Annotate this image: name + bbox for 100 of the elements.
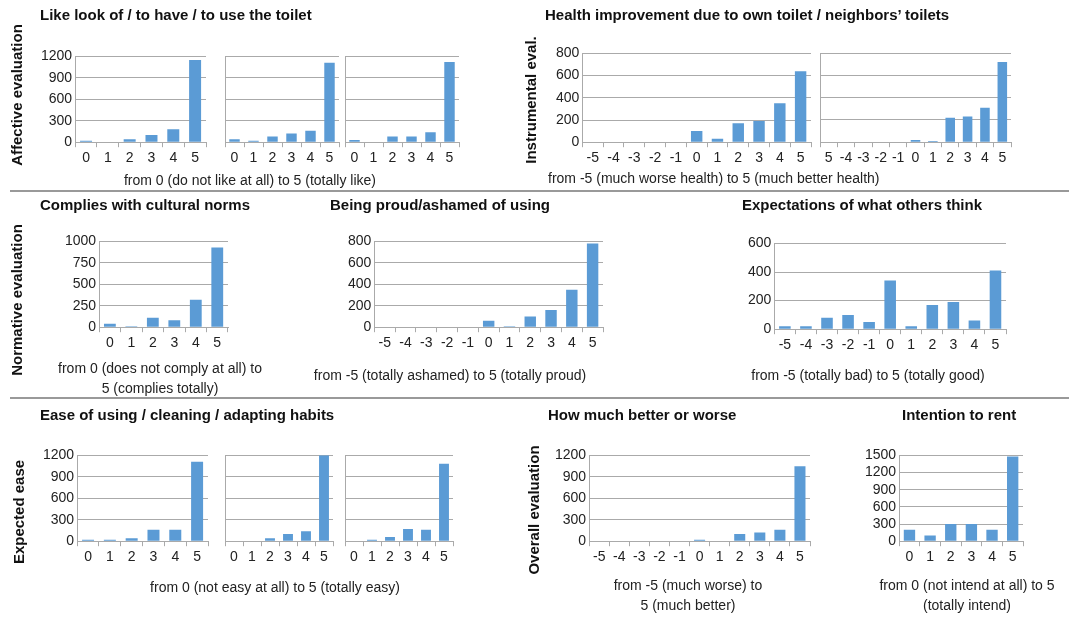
bar (947, 302, 960, 329)
chart-title: Health improvement due to own toilet / neighbors’ toilets (545, 6, 950, 23)
x-tick-label: 5 (796, 548, 805, 565)
x-tick-label: 3 (149, 548, 158, 565)
bar (905, 326, 918, 329)
bar (774, 103, 786, 142)
x-tick-label: -4 (607, 149, 620, 166)
x-tick-label: 5 (325, 149, 334, 166)
bar (754, 532, 766, 541)
x-tick-label: 4 (306, 149, 315, 166)
bar (774, 529, 786, 541)
x-tick-label: 0 (484, 334, 493, 351)
bar (168, 320, 181, 327)
chart-title: Complies with cultural norms (40, 196, 251, 213)
x-tick-label: 4 (422, 548, 431, 565)
x-axis-title: from -5 (totally bad) to 5 (totally good) (750, 366, 986, 385)
x-tick-label: -3 (820, 336, 834, 353)
y-tick-label: 0 (363, 318, 372, 335)
x-tick-label: 2 (734, 149, 743, 166)
y-tick-label: 1200 (864, 463, 897, 480)
x-tick-label: 2 (388, 149, 397, 166)
bar (997, 62, 1008, 142)
y-tick-label: 1500 (864, 446, 897, 463)
bar (945, 524, 957, 541)
y-tick-label: 0 (88, 318, 97, 335)
x-tick-label: -5 (592, 548, 606, 565)
bar (283, 534, 293, 541)
x-tick-label: 4 (988, 548, 997, 565)
x-tick-label: 5 (320, 548, 329, 565)
y-tick-label: 400 (748, 262, 772, 279)
bar (167, 129, 180, 142)
x-tick-label: 5 (1008, 548, 1017, 565)
bar (586, 243, 599, 327)
bar (403, 529, 413, 541)
x-axis-title: from 0 (does not comply at all) to 5 (complies totally) (57, 359, 263, 398)
bar (924, 535, 936, 541)
x-tick-label: 1 (928, 149, 937, 166)
x-tick-label: -4 (839, 149, 853, 166)
x-tick-label: 1 (368, 548, 377, 565)
x-tick-label: -2 (440, 334, 454, 351)
y-tick-label: 300 (48, 111, 73, 128)
bar (387, 136, 398, 142)
y-tick-label: 200 (348, 296, 372, 313)
x-tick-label: -5 (586, 149, 600, 166)
x-tick-label: -4 (399, 334, 412, 351)
bar (962, 116, 973, 142)
y-tick-label: 300 (50, 510, 75, 527)
y-axis-title: Instrumental eval. (521, 36, 539, 164)
x-tick-label: 3 (963, 149, 972, 166)
bar (903, 529, 916, 541)
y-tick-label: 800 (348, 232, 372, 249)
y-tick-label: 600 (48, 90, 73, 107)
y-tick-label: 0 (763, 320, 772, 337)
y-tick-label: 200 (556, 110, 580, 127)
bar (385, 536, 395, 541)
bar (145, 135, 158, 142)
bar (125, 538, 138, 541)
x-tick-label: 1 (127, 334, 136, 351)
x-tick-label: -2 (653, 548, 666, 565)
bar (1007, 456, 1019, 541)
x-tick-label: 2 (735, 548, 744, 565)
x-tick-label: 3 (949, 336, 958, 353)
x-tick-label: 1 (715, 548, 724, 565)
x-tick-label: 2 (928, 336, 937, 353)
x-tick-label: 0 (692, 149, 701, 166)
x-tick-label: 1 (105, 548, 114, 565)
y-tick-label: 600 (556, 66, 580, 83)
x-tick-label: -1 (891, 149, 905, 166)
bar (211, 247, 224, 327)
bar (123, 139, 136, 142)
y-tick-label: 1000 (64, 232, 97, 249)
x-axis-title: from 0 (not intend at all) to 5 (totally intend) (878, 576, 1056, 615)
chart-title: Ease of using / cleaning / adapting habits (40, 406, 335, 423)
bar (545, 310, 557, 327)
x-tick-label: -3 (420, 334, 433, 351)
x-tick-label: -3 (857, 149, 870, 166)
x-tick-label: 5 (193, 548, 202, 565)
x-tick-label: -4 (799, 336, 813, 353)
x-tick-label: 4 (970, 336, 979, 353)
y-tick-label: 0 (571, 133, 580, 150)
y-tick-label: 600 (50, 489, 75, 506)
x-tick-label: 0 (911, 149, 920, 166)
bar (267, 136, 278, 142)
bar (324, 62, 335, 142)
chart-title: Being proud/ashamed of using (330, 196, 551, 213)
y-tick-label: 1200 (40, 47, 73, 64)
bar (482, 320, 495, 327)
x-tick-label: 2 (526, 334, 535, 351)
x-tick-label: -2 (648, 149, 662, 166)
x-tick-label: 5 (588, 334, 597, 351)
x-axis-title: from -5 (totally ashamed) to 5 (totally proud) (312, 366, 588, 385)
x-tick-label: 5 (991, 336, 1000, 353)
bar (191, 461, 204, 541)
x-axis-title: from 0 (not easy at all) to 5 (totally easy) (149, 578, 401, 597)
x-tick-label: -1 (862, 336, 876, 353)
x-tick-label: 3 (147, 149, 156, 166)
x-tick-label: -4 (613, 548, 626, 565)
y-tick-label: 300 (562, 510, 587, 527)
y-tick-label: 0 (888, 532, 897, 549)
x-tick-label: 2 (268, 149, 277, 166)
